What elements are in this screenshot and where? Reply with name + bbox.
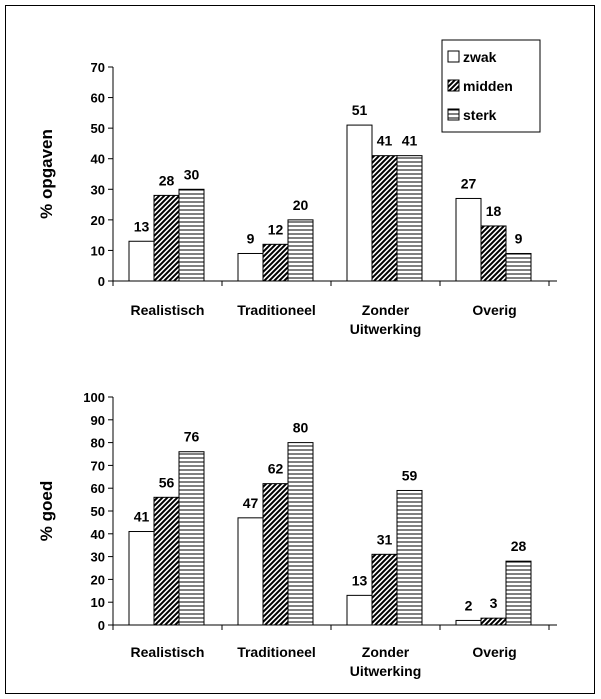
y-tick-label: 70 <box>91 60 105 75</box>
bar-midden <box>480 225 507 282</box>
legend-swatch-zwak <box>447 50 460 63</box>
y-tick-label: 30 <box>91 550 105 565</box>
y-tick-label: 40 <box>91 152 105 167</box>
category-label: Zonder <box>362 302 410 318</box>
data-label: 80 <box>293 420 309 436</box>
y-tick-label: 20 <box>91 572 105 587</box>
y-tick-label: 20 <box>91 213 105 228</box>
bar-zwak <box>455 197 482 282</box>
category-label: Zonder <box>362 644 410 660</box>
category-label: Realistisch <box>131 302 205 318</box>
data-label: 59 <box>402 467 418 483</box>
y-tick-label: 80 <box>91 436 105 451</box>
bar-sterk <box>505 560 532 626</box>
category-label: Traditioneel <box>237 644 316 660</box>
category-label: Uitwerking <box>350 663 422 679</box>
data-label: 47 <box>243 495 259 511</box>
bar-zwak <box>237 517 264 626</box>
data-label: 3 <box>490 595 498 611</box>
data-label: 41 <box>402 133 418 149</box>
data-label: 20 <box>293 197 309 213</box>
data-label: 41 <box>377 133 393 149</box>
y-tick-label: 70 <box>91 458 105 473</box>
data-label: 76 <box>184 429 200 445</box>
y-tick-label: 40 <box>91 527 105 542</box>
bar-sterk <box>396 155 423 282</box>
bar-sterk <box>178 188 205 282</box>
category-label: Realistisch <box>131 644 205 660</box>
data-label: 30 <box>184 166 200 182</box>
data-label: 9 <box>515 230 523 246</box>
data-label: 9 <box>247 230 255 246</box>
data-label: 41 <box>134 509 150 525</box>
data-label: 13 <box>352 572 368 588</box>
data-label: 27 <box>461 175 477 191</box>
data-label: 12 <box>268 221 284 237</box>
legend-swatch-sterk <box>447 108 460 121</box>
category-label: Traditioneel <box>237 302 316 318</box>
legend-label: midden <box>463 78 513 94</box>
y-tick-label: 90 <box>91 413 105 428</box>
bar-sterk <box>396 489 423 626</box>
y-tick-label: 100 <box>83 390 105 405</box>
bar-midden <box>153 194 180 282</box>
category-label: Uitwerking <box>350 321 422 337</box>
bar-sterk <box>287 442 314 626</box>
y-tick-label: 50 <box>91 121 105 136</box>
y-tick-label: 60 <box>91 91 105 106</box>
data-label: 13 <box>134 218 150 234</box>
bar-zwak <box>128 240 155 282</box>
bar-sterk <box>178 451 205 626</box>
data-label: 56 <box>159 474 175 490</box>
legend: zwak midden sterk <box>441 39 541 133</box>
bar-zwak <box>346 594 373 626</box>
bar-midden <box>371 553 398 626</box>
y-tick-label: 0 <box>98 274 105 289</box>
y-tick-label: 50 <box>91 504 105 519</box>
data-label: 62 <box>268 461 284 477</box>
bar-midden <box>371 155 398 282</box>
y-axis-label: % opgaven <box>37 129 56 219</box>
data-label: 2 <box>465 597 473 613</box>
bar-zwak <box>237 252 264 282</box>
y-axis-label: % goed <box>37 481 56 541</box>
chart-goed: 0 10 20 30 40 50 60 70 80 90 100 % goed Realistisch T… <box>37 390 557 679</box>
data-label: 28 <box>159 172 175 188</box>
data-label: 18 <box>486 203 502 219</box>
chart-opgaven: 0 10 20 30 40 50 60 70 % opgaven Realistisch Tradi… <box>37 60 557 337</box>
legend-label: zwak <box>463 49 497 65</box>
y-tick-label: 60 <box>91 481 105 496</box>
data-label: 31 <box>377 531 393 547</box>
bar-zwak <box>455 619 482 626</box>
figure-frame <box>5 5 595 694</box>
bar-sterk <box>505 252 532 282</box>
bar-zwak <box>346 124 373 282</box>
y-tick-label: 10 <box>91 595 105 610</box>
bar-midden <box>262 243 289 282</box>
bar-sterk <box>287 219 314 282</box>
category-label: Overig <box>472 644 516 660</box>
y-tick-label: 10 <box>91 243 105 258</box>
category-label: Overig <box>472 302 516 318</box>
bar-midden <box>262 483 289 626</box>
y-tick-label: 30 <box>91 182 105 197</box>
bar-midden <box>153 496 180 626</box>
data-label: 51 <box>352 102 368 118</box>
legend-label: sterk <box>463 107 497 123</box>
data-label: 28 <box>511 538 527 554</box>
bar-zwak <box>128 531 155 626</box>
legend-swatch-midden <box>447 79 460 92</box>
y-tick-label: 0 <box>98 618 105 633</box>
bar-midden <box>480 617 507 626</box>
